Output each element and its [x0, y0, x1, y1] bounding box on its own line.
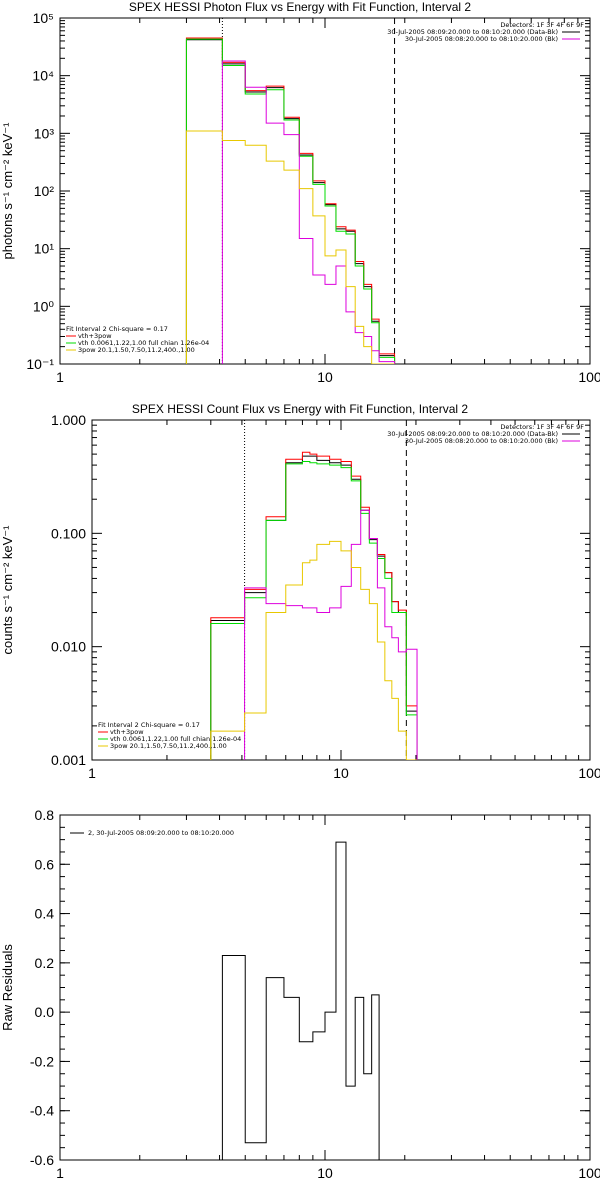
series-green-step — [185, 38, 396, 364]
x-tick-label: 100 — [578, 1165, 600, 1181]
y-tick-label: 0.6 — [35, 856, 55, 872]
background-interval-label: 30-Jul-2005 08:08:20.000 to 08:10:20.000… — [405, 437, 558, 445]
residual-legend-entry: 2, 30-Jul-2005 08:09:20.000 to 08:10:20.… — [88, 829, 234, 837]
series-green-step — [210, 461, 418, 760]
chart-panel-2: 1 10 100 0.001 0.010 0.100 1.000 counts s⁻¹ cm⁻… — [0, 402, 600, 781]
series-magenta-step — [221, 60, 396, 364]
chart-title: SPEX HESSI Count Flux vs Energy with Fit… — [132, 402, 468, 416]
y-tick-label: 0.4 — [35, 906, 55, 922]
series-red-step — [185, 37, 396, 364]
background-interval-label: 30-Jul-2005 08:08:20.000 to 08:10:20.000… — [405, 35, 558, 43]
detectors-label: Detectors: 1F 3F 4F 6F 9F — [500, 21, 584, 29]
chart-title: SPEX HESSI Photon Flux vs Energy with Fi… — [129, 0, 471, 14]
fit-legend-title: Fit Interval 2 Chi-square = 0.17 — [66, 325, 168, 333]
chart-panel-1: 1 10 100 10⁻¹ 10⁰ 10¹ 10² 10³ 10⁴ 10⁵ photons s⁻¹ … — [0, 0, 600, 385]
fit-legend-entry: vth+3pow — [110, 728, 144, 736]
x-tick-label: 1 — [56, 1165, 64, 1181]
series-group — [210, 451, 418, 760]
series-yellow-step — [210, 540, 418, 760]
y-tick-label: 0.8 — [35, 807, 55, 823]
series-black-step — [221, 841, 395, 1160]
y-tick-label: -0.4 — [30, 1103, 54, 1119]
y-tick-label: 0.2 — [35, 955, 55, 971]
x-tick-label: 1 — [88, 765, 96, 781]
x-tick-label: 10 — [317, 1165, 333, 1181]
detectors-label: Detectors: 1F 3F 4F 6F 9F — [500, 423, 584, 431]
y-tick-label: -0.2 — [30, 1053, 54, 1069]
fit-legend-entry: 3pow 20.1,1.50,7.50,11.2,400.,1.00 — [78, 346, 195, 354]
data-interval-label: 30-Jul-2005 08:09:20.000 to 08:10:20.000… — [387, 430, 558, 438]
y-tick-label: -0.6 — [30, 1152, 54, 1168]
x-tick-label: 10 — [317, 369, 333, 385]
y-tick-label: 10⁴ — [32, 68, 54, 84]
series-magenta-step — [244, 509, 418, 760]
y-tick-label: 10¹ — [34, 241, 55, 257]
series-yellow-step — [185, 130, 395, 364]
x-tick-label: 1 — [56, 369, 64, 385]
plot-frame — [59, 814, 591, 1161]
x-tick-label: 100 — [578, 765, 600, 781]
series-group — [221, 841, 395, 1160]
x-tick-label: 100 — [578, 369, 600, 385]
data-interval-label: 30-Jul-2005 08:09:20.000 to 08:10:20.000… — [387, 28, 558, 36]
fit-legend-entry: vth+3pow — [78, 332, 112, 340]
y-tick-label: 10⁰ — [33, 298, 55, 314]
fit-legend-entry: 3pow 20.1,1.50,7.50,11.2,400.,1.00 — [110, 742, 227, 750]
y-axis-label: photons s⁻¹ cm⁻² keV⁻¹ — [0, 122, 15, 260]
y-tick-label: 0.100 — [51, 525, 86, 541]
y-axis-label: Raw Residuals — [0, 944, 15, 1031]
fit-legend-title: Fit Interval 2 Chi-square = 0.17 — [98, 721, 200, 729]
y-tick-label: 10⁵ — [33, 10, 54, 26]
y-tick-label: 10³ — [34, 125, 55, 141]
y-axis-label: counts s⁻¹ cm⁻² keV⁻¹ — [0, 525, 15, 655]
series-red-step — [210, 451, 418, 760]
series-black-step — [185, 39, 396, 364]
x-tick-label: 10 — [333, 765, 349, 781]
y-tick-label: 0.010 — [51, 639, 86, 655]
y-tick-label: 1.000 — [51, 412, 86, 428]
fit-legend-entry: vth 0.0061,1.22,1.00 full chian 1.26e-04 — [78, 339, 209, 347]
chart-panel-3: 1 10 100 -0.6 -0.4 -0.2 0.0 0.2 0.4 0.6 0.8 Raw Res… — [0, 807, 600, 1181]
y-tick-label: 10² — [34, 183, 55, 199]
y-tick-label: 0.0 — [35, 1004, 55, 1020]
series-group — [185, 37, 396, 364]
y-tick-label: 0.001 — [51, 752, 86, 768]
fit-legend-entry: vth 0.0061,1.22,1.00 full chian 1.26e-04 — [110, 735, 241, 743]
y-tick-label: 10⁻¹ — [26, 356, 54, 372]
